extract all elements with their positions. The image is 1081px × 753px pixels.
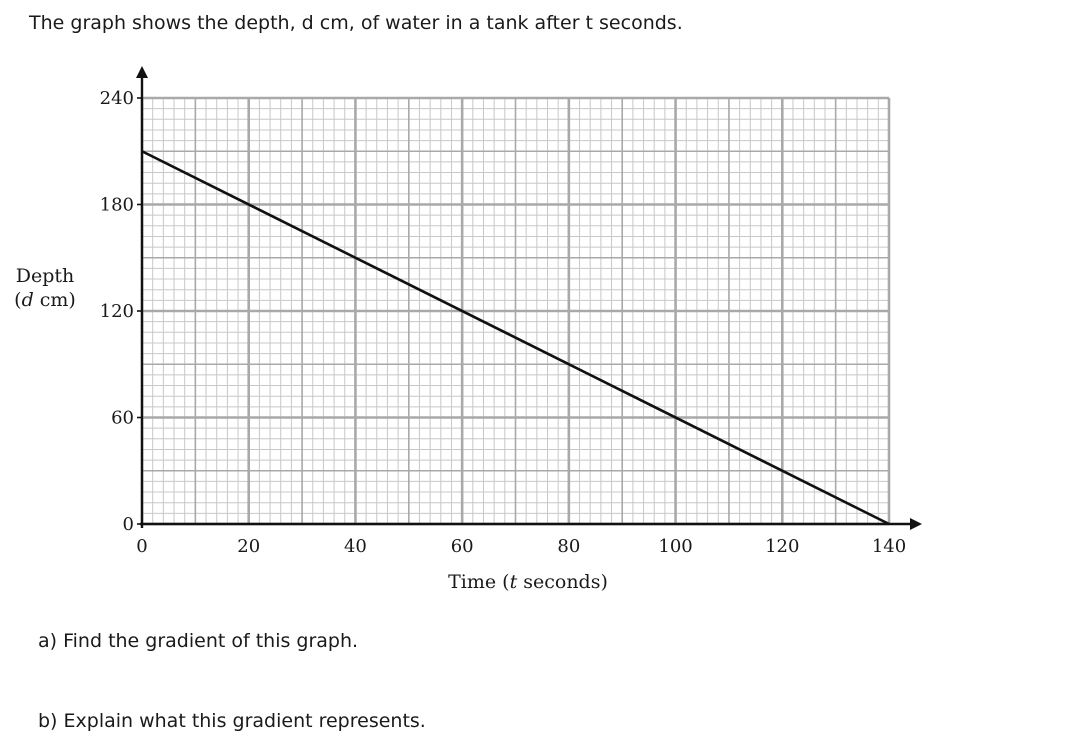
x-tick-labels: 0 20 40 60 80 100 120 140 [136,536,906,557]
x-tick-label: 100 [658,536,692,557]
x-axis-label-var: t [509,571,518,593]
x-axis-label: Time (t seconds) [0,571,1056,593]
y-axis-label-open: ( [14,289,22,311]
x-tick-label: 40 [344,536,367,557]
y-axis-label-line2: (d cm) [10,288,80,312]
question-part-a: a) Find the gradient of this graph. [38,630,359,652]
y-axis-label-var: d [21,289,34,311]
y-axis-label-unit: cm) [33,289,76,311]
x-tick-label: 20 [237,536,260,557]
x-tick-label: 140 [872,536,906,557]
x-axis-arrow [910,518,922,530]
y-tick-label: 0 [123,514,134,535]
series-layer [141,150,890,526]
x-tick-label: 0 [136,536,147,557]
y-tick-label: 180 [100,195,134,216]
x-axis-label-suffix: seconds) [517,571,608,593]
x-axis-label-prefix: Time ( [448,571,510,593]
y-axis-arrow [136,66,148,78]
x-tick-label: 60 [451,536,474,557]
y-tick-labels: 0 60 120 180 240 [100,88,134,535]
depth-time-chart: 0 20 40 60 80 100 120 140 0 60 120 180 240 [100,66,922,557]
question-intro: The graph shows the depth, d cm, of wate… [29,12,683,34]
question-part-b: b) Explain what this gradient represents… [38,710,426,732]
y-tick-label: 120 [100,301,134,322]
series-line [141,150,890,526]
y-axis-label-line1: Depth [15,265,75,287]
y-axis-label: Depth (d cm) [10,264,80,312]
x-tick-label: 80 [557,536,580,557]
x-tick-label: 120 [765,536,799,557]
y-tick-label: 60 [111,408,134,429]
y-tick-label: 240 [100,88,134,109]
